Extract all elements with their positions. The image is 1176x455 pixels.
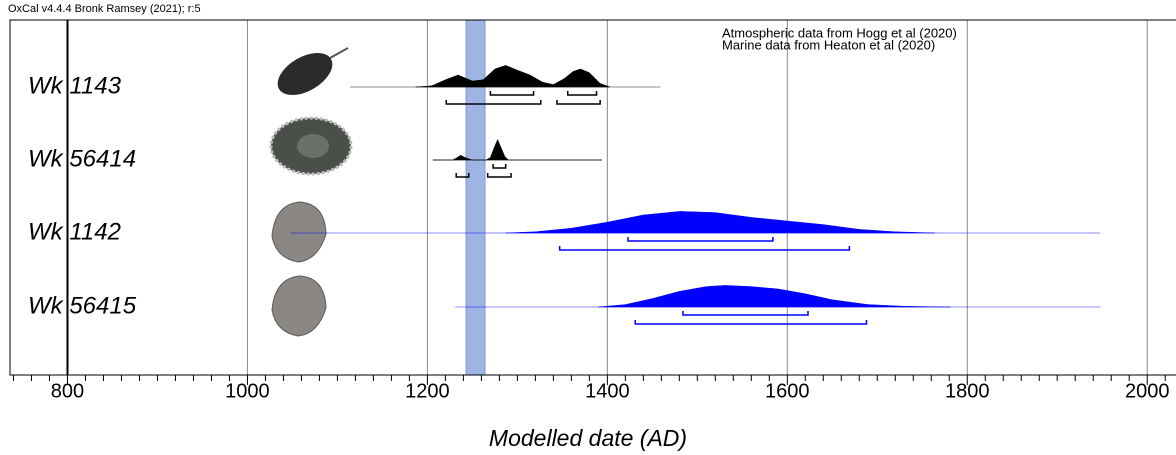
x-axis-title: Modelled date (AD) [489,425,687,451]
sample-label: Wk 56415 [28,292,137,319]
range-95 [634,320,868,325]
posterior-distribution [415,65,611,88]
sample-label: Wk 1142 [28,218,121,245]
shell-image [271,201,327,263]
highlight-band [465,19,486,376]
legend-marine: Marine data from Heaton et al (2020) [722,37,935,52]
sample-label: Wk 1143 [28,72,122,99]
range-95 [558,246,851,251]
sample-label: Wk 56414 [28,145,136,172]
range-68 [567,91,598,96]
x-tick-label: 1800 [945,380,990,402]
range-68 [492,164,507,169]
posterior-distribution [432,138,602,161]
x-tick-label: 1600 [765,380,810,402]
x-tick-label: 2000 [1125,380,1170,402]
plot-frame [9,19,1176,376]
shell-image [271,275,327,337]
x-tick-label: 800 [51,380,84,402]
range-95 [455,173,470,178]
range-95 [486,173,512,178]
x-tick-label: 1000 [225,380,270,402]
posterior-distribution [505,211,935,234]
range-68 [489,91,535,96]
range-68 [682,311,809,316]
x-tick-label: 1200 [405,380,450,402]
posterior-distribution [598,285,951,308]
leaf-stem [329,47,349,59]
header: OxCal v4.4.4 Bronk Ramsey (2021); r:5 [8,3,201,15]
shell-fragment-hole [297,134,329,158]
range-68 [627,237,774,242]
sample-thumbnails [269,47,353,337]
plot-background [66,19,1148,376]
legend-atmospheric: Atmospheric data from Hogg et al (2020) [722,25,957,40]
range-95 [556,100,601,105]
x-tick-label: 1400 [585,380,630,402]
range-95 [445,100,542,105]
leaf-image [277,52,333,96]
